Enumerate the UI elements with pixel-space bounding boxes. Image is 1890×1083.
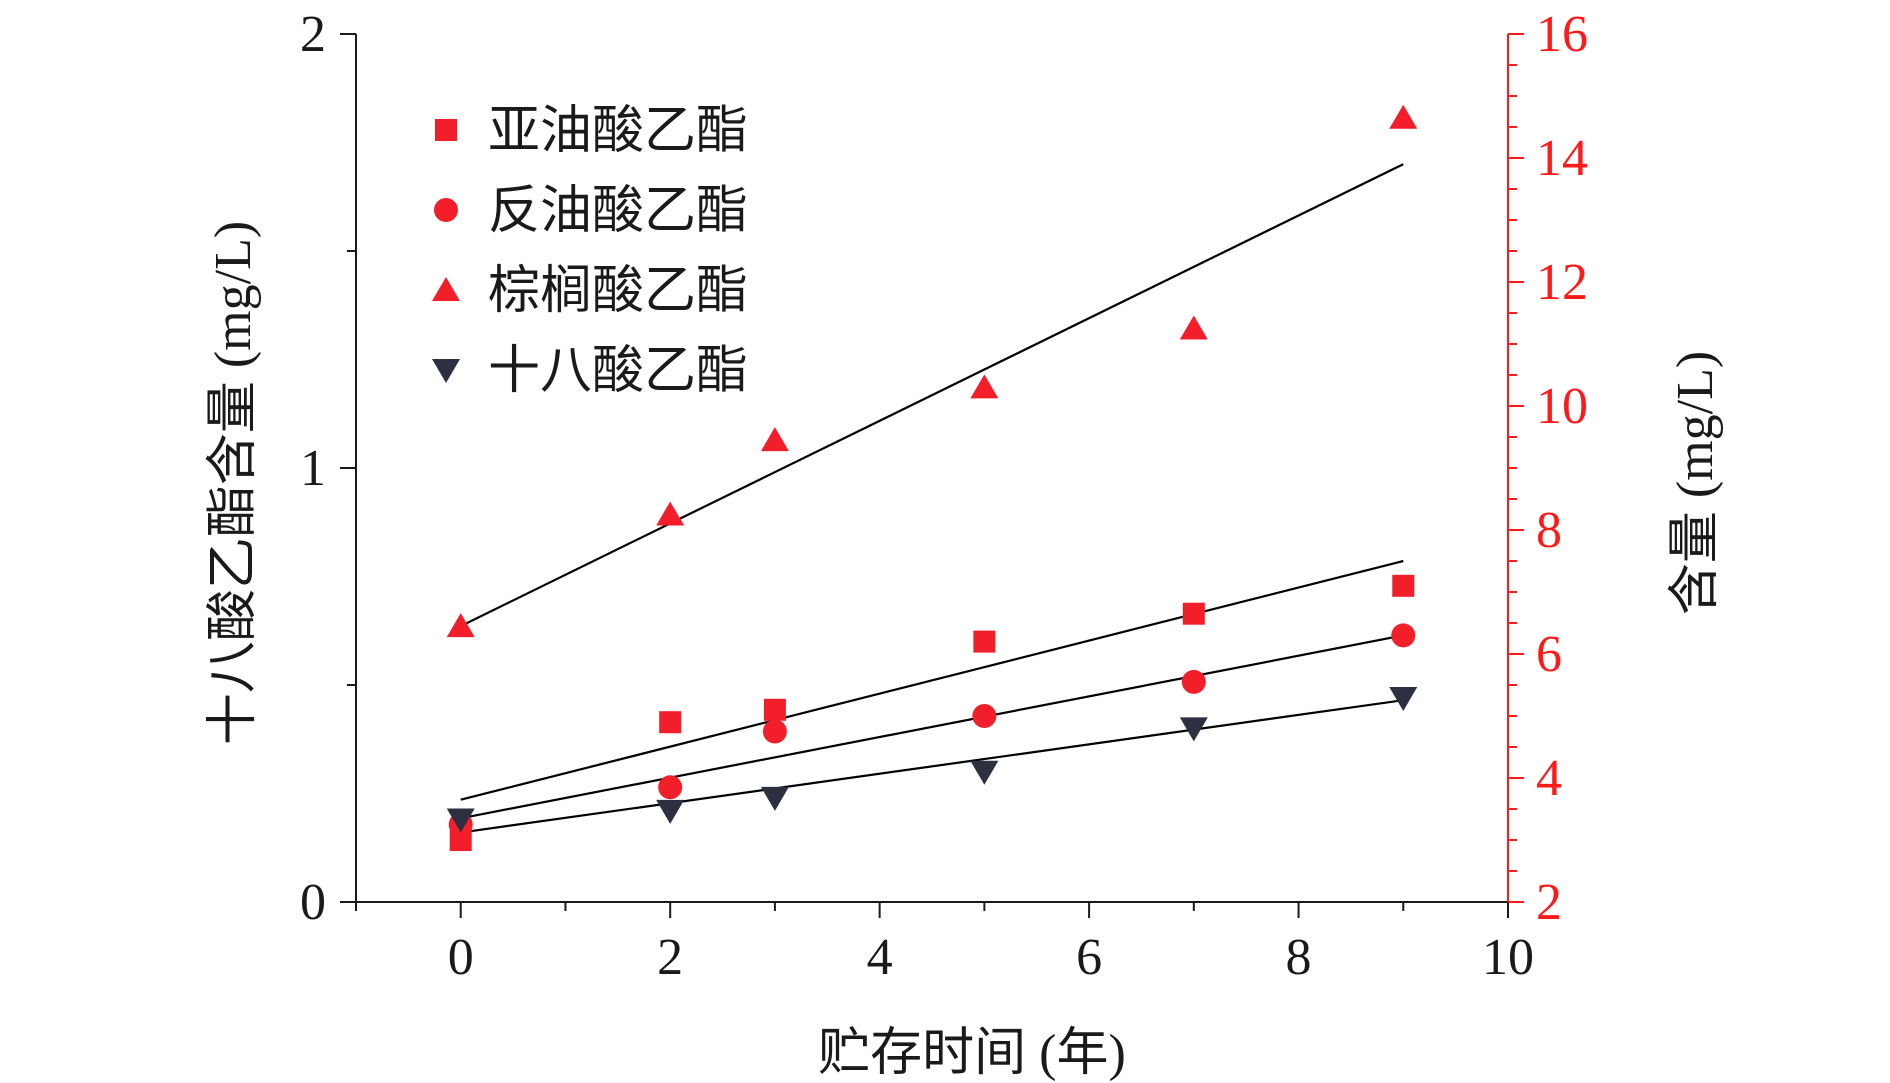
point-series-0 bbox=[973, 630, 996, 653]
left-y-tick-label: 2 bbox=[300, 6, 326, 63]
right-y-tick-label: 10 bbox=[1536, 378, 1588, 435]
point-series-0 bbox=[1182, 602, 1205, 625]
legend-marker-0 bbox=[435, 119, 457, 141]
right-y-tick-label: 2 bbox=[1536, 874, 1562, 931]
fit-line-series-0 bbox=[460, 559, 1404, 801]
x-tick-label: 6 bbox=[1076, 929, 1102, 986]
x-tick-label: 8 bbox=[1286, 929, 1312, 986]
right-y-tick-label: 16 bbox=[1536, 6, 1588, 63]
point-series-0 bbox=[763, 698, 786, 721]
legend-marker-2 bbox=[432, 277, 460, 301]
point-series-3 bbox=[656, 799, 685, 824]
x-tick-label: 4 bbox=[867, 929, 893, 986]
left-y-axis-title: 十八酸乙酯含量 (mg/L) bbox=[205, 221, 262, 745]
point-series-2 bbox=[656, 501, 685, 526]
right-y-tick-label: 6 bbox=[1536, 626, 1562, 683]
point-series-3 bbox=[760, 786, 789, 811]
point-series-3 bbox=[446, 808, 475, 833]
right-y-tick-label: 8 bbox=[1536, 502, 1562, 559]
x-axis-title: 贮存时间 (年) bbox=[818, 1025, 1126, 1082]
legend-label-1: 反油酸乙酯 bbox=[488, 183, 748, 240]
point-series-3 bbox=[1179, 717, 1208, 742]
left-y-tick-label: 0 bbox=[300, 874, 326, 931]
point-series-2 bbox=[1389, 104, 1418, 129]
point-series-1 bbox=[1181, 669, 1206, 694]
legend-label-3: 十八酸乙酯 bbox=[488, 343, 748, 400]
point-series-2 bbox=[760, 427, 789, 452]
point-series-1 bbox=[762, 719, 787, 744]
data-markers bbox=[446, 104, 1418, 851]
fit-line-series-2 bbox=[460, 163, 1404, 628]
legend-label-0: 亚油酸乙酯 bbox=[488, 103, 748, 160]
point-series-1 bbox=[1391, 623, 1416, 648]
legend-marker-3 bbox=[432, 359, 460, 383]
legend-marker-1 bbox=[434, 198, 458, 222]
point-series-2 bbox=[1179, 315, 1208, 340]
legend-label-2: 棕榈酸乙酯 bbox=[488, 263, 748, 320]
fit-line-series-3 bbox=[460, 699, 1404, 834]
point-series-1 bbox=[658, 775, 683, 800]
point-series-3 bbox=[1389, 687, 1418, 712]
right-y-axis-title: 含量 (mg/L) bbox=[1667, 351, 1724, 615]
right-y-tick-label: 4 bbox=[1536, 750, 1562, 807]
point-series-2 bbox=[446, 613, 475, 638]
x-tick-label: 2 bbox=[657, 929, 683, 986]
fit-line-series-1 bbox=[460, 634, 1404, 820]
point-series-2 bbox=[970, 374, 999, 399]
right-y-tick-label: 14 bbox=[1536, 130, 1588, 187]
point-series-0 bbox=[659, 711, 682, 734]
x-tick-label: 0 bbox=[448, 929, 474, 986]
right-y-tick-label: 12 bbox=[1536, 254, 1588, 311]
left-y-tick-label: 1 bbox=[300, 440, 326, 497]
fit-lines bbox=[460, 163, 1404, 834]
x-tick-label: 10 bbox=[1482, 929, 1534, 986]
point-series-0 bbox=[1392, 574, 1415, 597]
point-series-1 bbox=[972, 704, 997, 728]
point-series-3 bbox=[970, 760, 999, 785]
